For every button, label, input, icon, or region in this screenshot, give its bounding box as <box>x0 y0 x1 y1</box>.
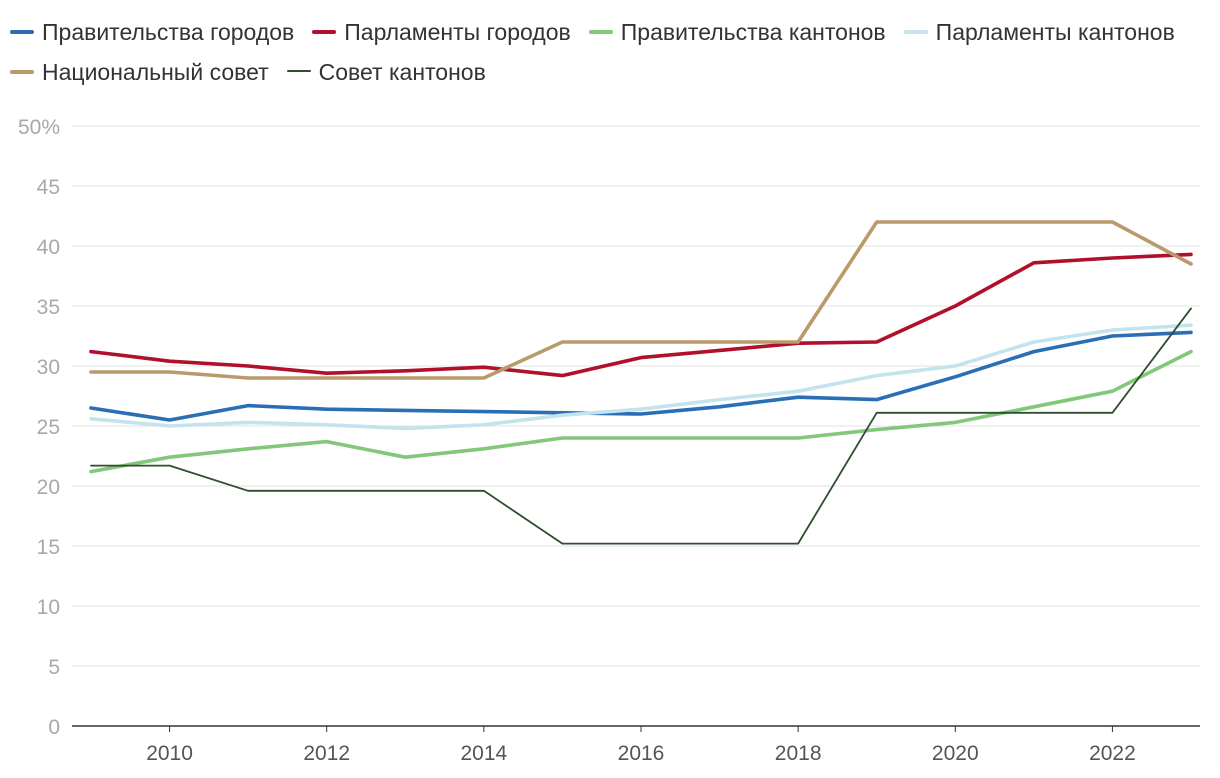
x-tick-label: 2022 <box>1089 742 1136 765</box>
x-tick-label: 2010 <box>146 742 193 765</box>
legend-swatch <box>10 69 34 74</box>
legend-item: Правительства городов <box>10 12 294 52</box>
legend-item: Совет кантонов <box>286 52 486 92</box>
legend-swatch <box>903 29 928 34</box>
legend-label: Парламенты кантонов <box>935 19 1175 45</box>
y-tick-label: 15 <box>37 536 60 559</box>
legend-swatch <box>588 29 613 34</box>
legend-item: Парламенты кантонов <box>903 12 1175 52</box>
chart-legend: Правительства городов Парламенты городов П… <box>10 12 1200 92</box>
legend-label: Правительства кантонов <box>620 19 886 45</box>
legend-label: Совет кантонов <box>318 59 486 85</box>
legend-swatch <box>10 29 34 34</box>
y-tick-label: 45 <box>37 176 60 199</box>
gridlines <box>72 125 1200 667</box>
legend-label: Национальный совет <box>42 59 269 85</box>
legend-swatch <box>312 29 337 34</box>
legend-label: Правительства городов <box>42 19 295 45</box>
series-line <box>89 330 1193 422</box>
series-line <box>89 323 1193 431</box>
x-tick-label: 2016 <box>618 742 665 765</box>
y-tick-label: 35 <box>37 296 60 319</box>
x-axis: 2010 2012 2014 2016 2018 2020 2022 <box>72 725 1200 765</box>
x-tick-label: 2018 <box>775 742 822 765</box>
y-tick-label: 20 <box>37 476 60 499</box>
y-tick-label: 30 <box>37 356 60 379</box>
series-line <box>89 349 1193 474</box>
series-line <box>89 220 1193 380</box>
legend-item: Правительства кантонов <box>588 12 886 52</box>
y-tick-label: 10 <box>37 596 60 619</box>
legend-swatch <box>286 69 311 72</box>
x-tick-label: 2014 <box>460 742 507 765</box>
series-lines <box>89 220 1193 545</box>
series-line <box>89 252 1193 378</box>
y-tick-label: 5 <box>48 656 60 679</box>
y-tick-label: 0 <box>48 716 60 739</box>
x-tick-label: 2020 <box>932 742 979 765</box>
y-axis-labels: 0 5 10 15 20 25 30 35 40 45 50% <box>18 116 60 739</box>
legend-item: Национальный совет <box>10 52 269 92</box>
y-tick-label: 40 <box>37 236 60 259</box>
legend-label: Парламенты городов <box>344 19 571 45</box>
legend-item: Парламенты городов <box>312 12 571 52</box>
y-tick-label: 50% <box>18 116 60 139</box>
y-tick-label: 25 <box>37 416 60 439</box>
series-line <box>90 307 1192 545</box>
x-tick-label: 2012 <box>303 742 350 765</box>
